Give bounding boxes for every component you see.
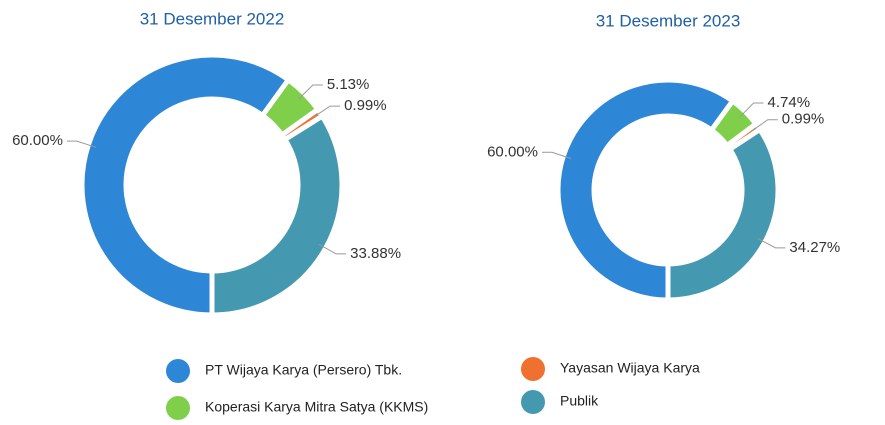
data-label: 60.00%	[12, 132, 63, 149]
legend-swatch	[166, 396, 190, 420]
slice	[79, 52, 292, 318]
legend-label: Publik	[560, 393, 599, 409]
chart-title: 31 Desember 2023	[596, 11, 741, 30]
leader-line	[541, 151, 572, 159]
legend-swatch	[521, 390, 545, 414]
data-label: 33.88%	[350, 245, 401, 262]
legend-swatch	[521, 357, 545, 381]
chart-title: 31 Desember 2022	[140, 9, 285, 28]
legend-label: Koperasi Karya Mitra Satya (KKMS)	[205, 399, 428, 415]
data-label: 0.99%	[344, 97, 387, 114]
leader-line	[757, 237, 786, 249]
data-label: 60.00%	[487, 143, 538, 160]
legend-label: PT Wijaya Karya (Persero) Tbk.	[205, 362, 402, 378]
data-label: 0.99%	[782, 111, 825, 128]
slice	[209, 112, 345, 318]
leader-line	[751, 119, 778, 132]
slice	[555, 77, 737, 303]
legend-label: Yayasan Wijaya Karya	[560, 360, 700, 376]
leader-line	[313, 105, 341, 118]
leader-line	[66, 140, 97, 148]
leader-line	[298, 84, 323, 100]
leader-line	[318, 243, 347, 255]
data-label: 5.13%	[327, 76, 370, 93]
data-label: 4.74%	[768, 94, 811, 111]
slice	[665, 126, 781, 303]
legend-swatch	[166, 359, 190, 383]
data-label: 34.27%	[789, 239, 840, 256]
leader-line	[739, 102, 764, 118]
